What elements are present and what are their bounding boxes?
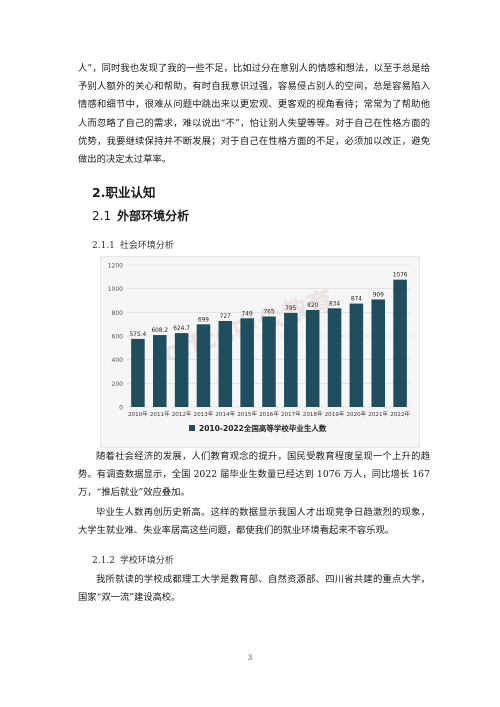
x-tick-label: 2021年 (368, 410, 388, 418)
x-tick-label: 2017年 (281, 410, 301, 418)
x-tick-label: 2019年 (325, 410, 345, 418)
x-tick-label: 2015年 (237, 410, 257, 418)
data-label: 608.2 (151, 328, 168, 334)
x-tick-label: 2010年 (128, 410, 148, 418)
heading-school-environment: 2.1.2 学校环境分析 (92, 553, 174, 566)
data-label: 820 (307, 303, 318, 309)
paragraph-competition: 毕业生人数再创历史新高。这样的数据显示我国人才出现竞争日趋激烈的现象，大学生就业… (78, 507, 430, 537)
bar (152, 335, 167, 407)
heading-external-environment: 2.1 外部环境分析 (92, 207, 189, 224)
y-tick-label: 1200 (108, 263, 123, 270)
page-number: 3 (247, 654, 253, 662)
data-label: 575.4 (130, 332, 147, 338)
heading-social-environment: 2.1.1 社会环境分析 (92, 238, 174, 251)
bar (240, 318, 254, 407)
heading-text: 社会环境分析 (119, 241, 174, 251)
x-tick-label: 2012年 (172, 410, 192, 418)
bar (349, 303, 364, 407)
heading-number: 2.1 (92, 209, 112, 223)
x-tick-label: 2020年 (346, 410, 366, 418)
x-tick-label: 2014年 (215, 410, 235, 418)
y-tick-label: 600 (112, 334, 124, 341)
paragraph-school: 我所就读的学校成都理工大学是教育部、自然资源部、四川省共建的重点大学，国家“双一… (78, 574, 430, 604)
x-tick-label: 2022年 (390, 410, 410, 418)
y-tick-label: 1000 (108, 286, 123, 293)
heading-text: 学校环境分析 (119, 556, 174, 566)
paragraph-graduates-stats: 随着社会经济的发展，人们教育观念的提升，国民受教育程度呈现一个上升的趋势。有调查… (78, 451, 430, 499)
bar (218, 320, 233, 407)
x-tick-label: 2018年 (303, 410, 323, 418)
data-label: 909 (373, 292, 384, 298)
bar (174, 333, 189, 407)
bar (131, 338, 145, 407)
data-label: 874 (351, 297, 362, 303)
data-label: 624.7 (173, 326, 190, 332)
data-label: 834 (329, 301, 340, 307)
x-tick-label: 2011年 (150, 410, 170, 418)
bar (327, 308, 342, 407)
y-tick-label: 800 (112, 310, 124, 317)
y-tick-label: 200 (112, 381, 124, 388)
x-tick-label: 2016年 (259, 410, 279, 418)
bar (196, 324, 211, 407)
y-tick-label: 0 (119, 405, 123, 412)
data-label: 795 (285, 306, 296, 312)
data-label: 1076 (393, 273, 408, 279)
heading-text: 外部环境分析 (117, 209, 190, 223)
paragraph-personality: 人”，同时我也发现了我的一些不足，比如过分在意别人的情感和想法，以至于总是给予别… (78, 63, 430, 166)
bar (371, 299, 386, 407)
y-tick-label: 400 (112, 357, 124, 364)
x-tick-label: 2013年 (194, 410, 214, 418)
data-label: 699 (198, 317, 209, 323)
heading-number: 2.1.1 (92, 241, 115, 251)
graduates-bar-chart: offcn中公教育020040060080010001200575.42010年… (100, 256, 420, 448)
heading-career-cognition: 2.职业认知 (92, 185, 156, 200)
data-label: 727 (220, 314, 231, 320)
legend-swatch (189, 425, 195, 431)
data-label: 749 (242, 311, 253, 317)
bar (262, 316, 276, 407)
bar (393, 279, 407, 407)
legend-label: 2010-2022全国高等学校毕业生人数 (199, 423, 327, 433)
chart-svg: offcn中公教育020040060080010001200575.42010年… (108, 263, 411, 433)
data-label: 765 (263, 309, 274, 315)
bar (284, 312, 298, 407)
bar (305, 309, 320, 407)
heading-number: 2.1.2 (92, 556, 115, 566)
